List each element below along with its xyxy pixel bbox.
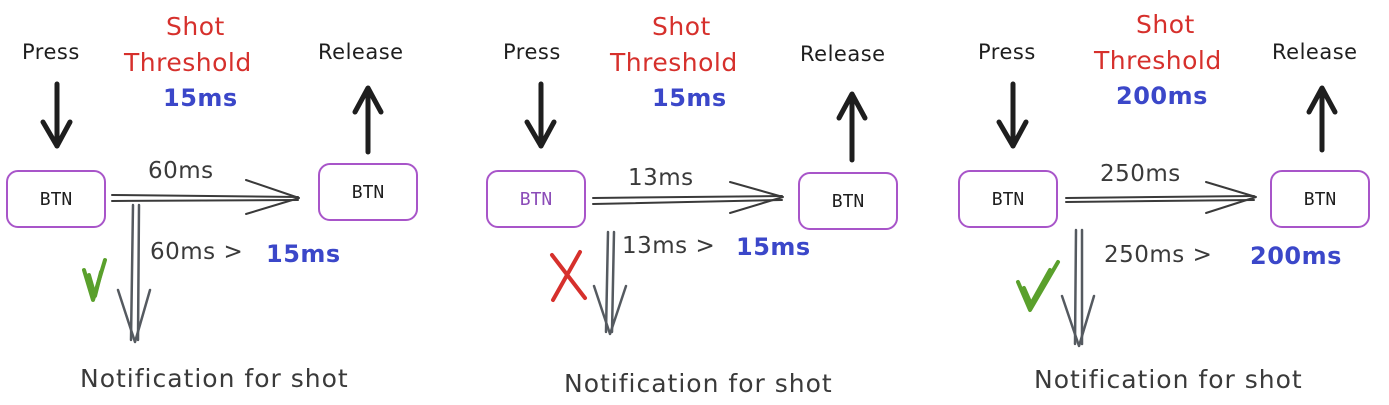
threshold-title-line1: Shot — [1136, 10, 1195, 39]
button-press-state: BTN — [486, 170, 586, 228]
notification-label: Notification for shot — [1034, 365, 1303, 394]
threshold-title-line1: Shot — [652, 12, 711, 41]
comparison-threshold: 15ms — [736, 233, 811, 261]
press-label: Press — [978, 40, 1036, 64]
button-release-state: BTN — [798, 172, 898, 230]
notification-label: Notification for shot — [564, 369, 833, 398]
comparison-left: 13ms > — [622, 233, 716, 259]
arrow-down-icon — [996, 81, 1029, 149]
notification-arrow — [1060, 228, 1096, 348]
button-release-state: BTN — [1270, 170, 1370, 228]
comparison-left: 60ms > — [150, 239, 244, 265]
threshold-title-line2: Threshold — [610, 48, 738, 77]
duration-label: 250ms — [1100, 161, 1181, 187]
release-label: Release — [1272, 40, 1358, 64]
threshold-title-line1: Shot — [166, 12, 225, 41]
press-to-release-arrow — [1065, 181, 1257, 214]
button-release-state: BTN — [318, 163, 418, 221]
comparison-threshold: 15ms — [266, 240, 341, 268]
press-to-release-arrow — [111, 179, 300, 215]
button-press-state: BTN — [958, 170, 1058, 228]
arrow-up-icon — [352, 85, 384, 155]
arrow-down-icon — [40, 81, 73, 149]
notification-arrow — [116, 203, 152, 344]
release-label: Release — [318, 40, 404, 64]
threshold-value: 15ms — [163, 84, 238, 112]
press-to-release-arrow — [592, 181, 784, 214]
threshold-value: 15ms — [652, 84, 727, 112]
arrow-down-icon — [524, 81, 557, 149]
duration-label: 13ms — [628, 165, 694, 191]
threshold-title-line2: Threshold — [124, 48, 252, 77]
press-label: Press — [503, 40, 561, 64]
check-icon — [82, 258, 107, 302]
threshold-value: 200ms — [1116, 82, 1208, 110]
cross-icon — [550, 250, 587, 302]
arrow-up-icon — [836, 91, 868, 163]
duration-label: 60ms — [148, 158, 214, 184]
comparison-threshold: 200ms — [1250, 242, 1342, 270]
release-label: Release — [800, 42, 886, 66]
comparison-left: 250ms > — [1104, 242, 1213, 268]
check-icon — [1016, 260, 1060, 312]
arrow-up-icon — [1306, 85, 1338, 153]
button-press-state: BTN — [6, 170, 106, 228]
notification-label: Notification for shot — [80, 364, 349, 393]
threshold-title-line2: Threshold — [1094, 46, 1222, 75]
notification-arrow — [592, 230, 628, 336]
press-label: Press — [22, 40, 80, 64]
